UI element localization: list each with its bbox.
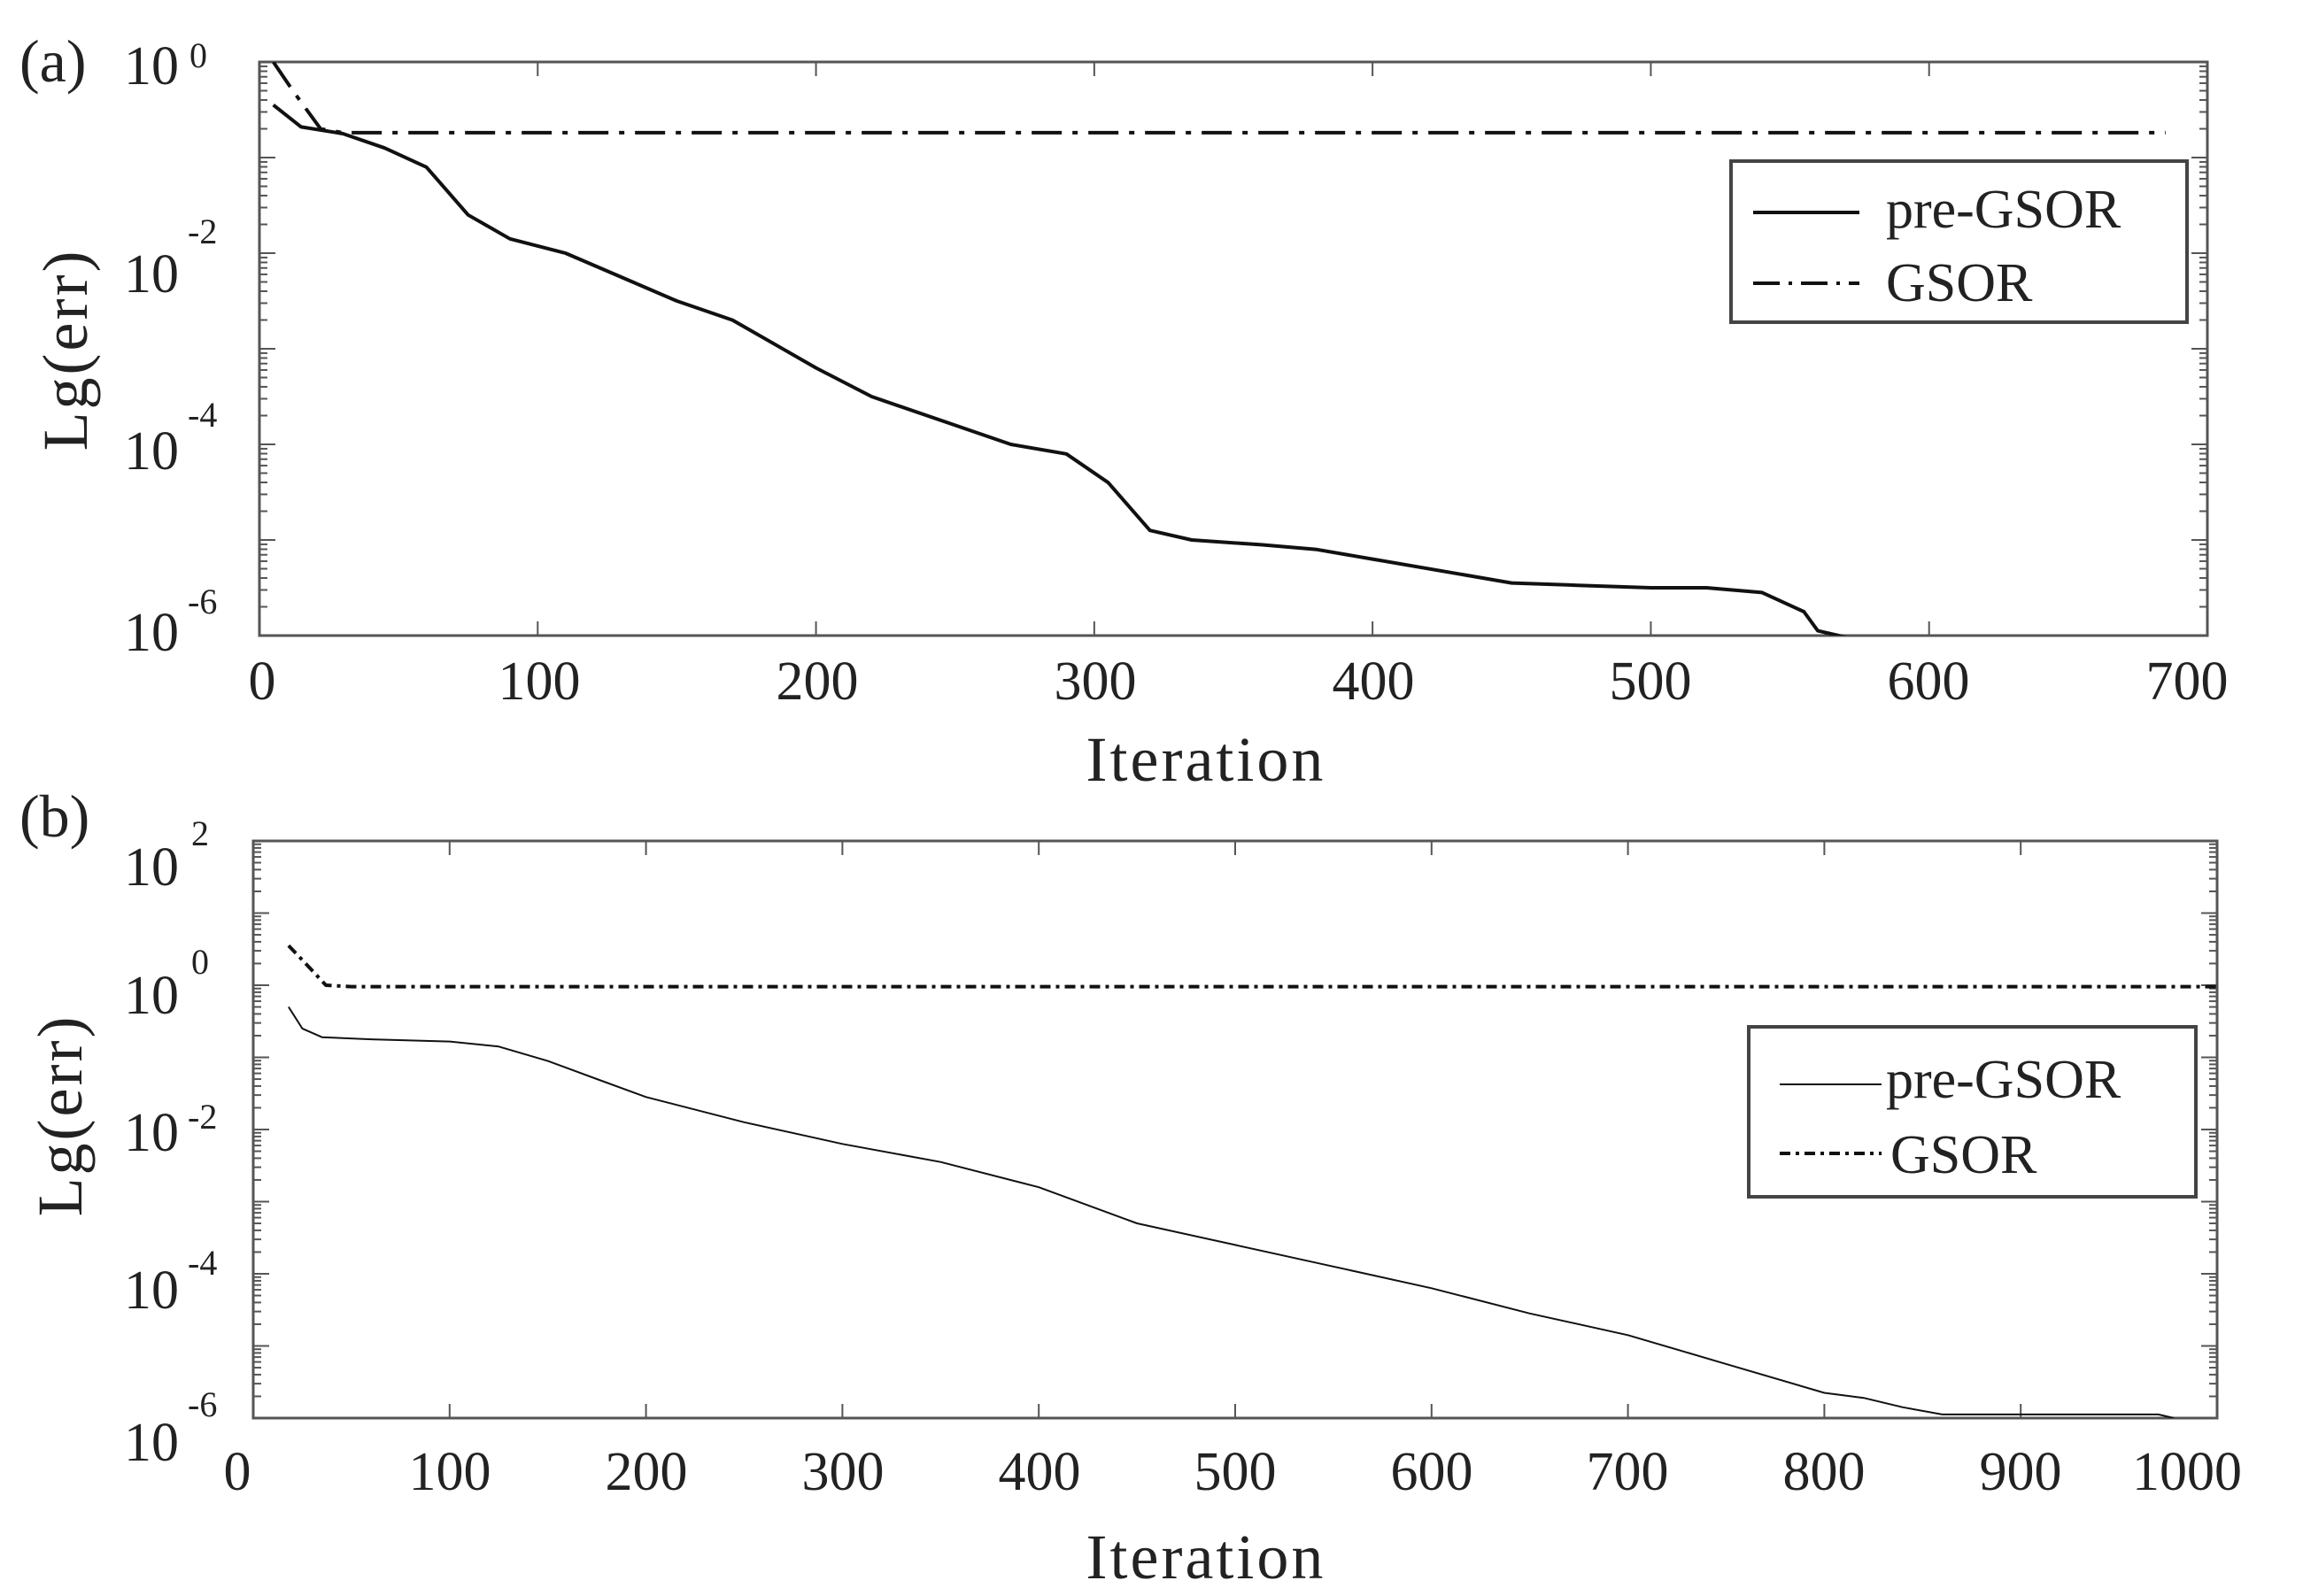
panel-b-axis-ticks [252, 841, 2218, 1419]
panel-b-x-tick-label: 0 [224, 1442, 251, 1502]
panel-a-x-tick-label: 300 [1055, 652, 1137, 712]
panel-a-x-tick-label: 700 [2146, 652, 2229, 712]
panel-a: (a) 10 0 10 -2 10 -4 10 -6 0 100 200 300… [19, 27, 2229, 795]
panel-a-plot-frame [258, 60, 2209, 637]
panel-a-y-tick-0: 10 0 [124, 35, 207, 96]
y-tick-base: 10 [124, 36, 179, 96]
panel-a-label: (a) [19, 27, 86, 95]
panel-b-series [287, 944, 2217, 1418]
panel-b-x-tick-label: 600 [1391, 1442, 1473, 1502]
y-tick-base: 10 [124, 1261, 179, 1321]
y-tick-exponent: 0 [191, 942, 209, 982]
y-tick-exponent: -4 [188, 1243, 217, 1283]
panel-b-x-axis-title: Iteration [1086, 1522, 1326, 1592]
panel-a-x-tick-label: 600 [1888, 652, 1970, 712]
panel-b-x-tick-label: 1000 [2132, 1442, 2242, 1502]
panel-b-x-tick-label: 100 [409, 1442, 491, 1502]
y-tick-base: 10 [124, 603, 179, 663]
panel-b-y-tick-1: 10 0 [124, 942, 209, 1026]
series-line-pre-gsor [272, 104, 1847, 636]
y-tick-exponent: -4 [188, 395, 217, 435]
panel-b-y-axis-title: Lg(err) [25, 1014, 96, 1217]
y-tick-base: 10 [124, 837, 179, 898]
panel-a-x-tick-label: 100 [498, 652, 581, 712]
panel-b-x-tick-label: 200 [606, 1442, 688, 1502]
panel-b-y-tick-2: 10 -2 [124, 1097, 217, 1163]
y-tick-exponent: -2 [188, 212, 217, 251]
panel-b-label: (b) [19, 783, 89, 850]
panel-a-y-tick-2: 10 -4 [124, 395, 217, 482]
panel-b-y-tick-3: 10 -4 [124, 1243, 217, 1321]
panel-b: (b) 10 2 10 0 10 -2 10 -4 10 -6 0 100 20… [19, 783, 2242, 1592]
legend-entry-pre-gsor: pre-GSOR [1886, 180, 2121, 240]
y-tick-base: 10 [124, 244, 179, 305]
y-tick-base: 10 [124, 1103, 179, 1163]
panel-a-x-tick-label: 0 [249, 652, 276, 712]
legend-entry-pre-gsor: pre-GSOR [1886, 1050, 2121, 1110]
panel-b-x-tick-label: 900 [1980, 1442, 2062, 1502]
y-tick-base: 10 [124, 1413, 179, 1473]
panel-a-x-axis-title: Iteration [1086, 724, 1326, 795]
y-tick-exponent: -6 [188, 1384, 217, 1424]
series-line-pre-gsor [288, 1006, 2175, 1418]
y-tick-exponent: -2 [188, 1097, 217, 1137]
panel-b-legend-box [1747, 1025, 2198, 1199]
panel-b-x-tick-label: 500 [1194, 1442, 1277, 1502]
series-line-gsor [287, 944, 2217, 989]
legend-entry-gsor: GSOR [1890, 1125, 2037, 1185]
y-tick-base: 10 [124, 966, 179, 1026]
panel-a-x-tick-label: 500 [1610, 652, 1692, 712]
y-tick-exponent: -6 [188, 582, 217, 621]
panel-b-y-tick-0: 10 2 [124, 813, 209, 898]
panel-a-axis-ticks [259, 62, 2208, 636]
panel-b-legend: pre-GSOR GSOR [1747, 1025, 2198, 1199]
legend-entry-gsor: GSOR [1886, 253, 2033, 313]
panel-a-y-tick-1: 10 -2 [124, 212, 217, 305]
y-tick-exponent: 2 [191, 813, 209, 853]
series-line-gsor [272, 62, 2166, 135]
panel-a-y-tick-3: 10 -6 [124, 582, 217, 663]
panel-a-y-axis-title: Lg(err) [30, 249, 101, 451]
panel-b-x-tick-label: 800 [1783, 1442, 1866, 1502]
panel-a-legend: pre-GSOR GSOR [1729, 159, 2189, 324]
panel-b-x-tick-label: 300 [802, 1442, 885, 1502]
panel-a-x-tick-label: 200 [777, 652, 859, 712]
panel-a-x-tick-label: 400 [1333, 652, 1415, 712]
y-tick-base: 10 [124, 421, 179, 482]
panel-b-y-tick-4: 10 -6 [124, 1384, 217, 1473]
panel-b-x-tick-label: 700 [1587, 1442, 1669, 1502]
panel-a-legend-box [1729, 159, 2189, 324]
panel-b-x-tick-label: 400 [999, 1442, 1081, 1502]
panel-a-series [272, 62, 2166, 636]
y-tick-exponent: 0 [189, 35, 207, 75]
